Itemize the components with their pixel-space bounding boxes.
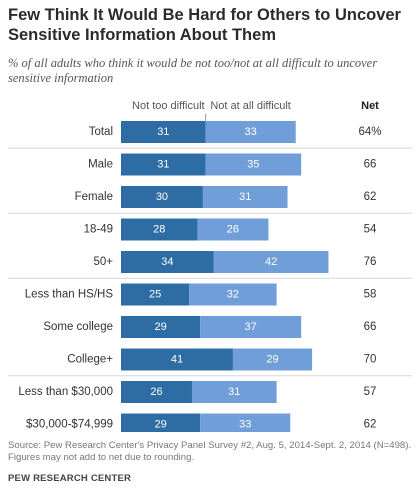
net-value: 57 [364,386,377,398]
bar-not-at-all-difficult [202,186,288,208]
net-value: 66 [364,159,377,171]
category-label: Some college [43,321,113,333]
credit: PEW RESEARCH CENTER [8,473,132,484]
stacked-bar-chart: Not too difficult Not at all difficult Net… [8,100,412,432]
bar-not-at-all-difficult [197,218,269,241]
bar-not-at-all-difficult [205,121,296,143]
data-label-not-at-all-difficult: 32 [227,289,239,301]
category-label: Less than HS/HS [25,289,114,301]
net-value: 62 [364,191,377,203]
category-label: $30,000-$74,999 [26,419,113,431]
bar-not-too-difficult [121,283,190,306]
data-label-not-at-all-difficult: 35 [247,159,259,171]
bar-not-at-all-difficult [200,413,291,432]
data-label-not-too-difficult: 41 [171,354,183,366]
data-label-not-too-difficult: 26 [150,386,162,398]
bar-not-too-difficult [121,348,233,371]
net-value: 62 [364,419,377,431]
data-label-not-too-difficult: 29 [154,321,166,333]
data-label-not-at-all-difficult: 29 [266,354,278,366]
net-value: 64% [358,126,381,138]
bar-not-at-all-difficult [191,381,277,403]
group-separators [8,147,412,377]
category-label: 18-49 [84,224,113,236]
legend-label-not-at-all-difficult: Not at all difficult [210,100,291,112]
bar-not-too-difficult [121,316,201,338]
legend-label-not-too-difficult: Not too difficult [132,100,205,112]
data-label-not-too-difficult: 29 [154,419,166,431]
data-label-not-too-difficult: 30 [156,191,168,203]
data-label-not-too-difficult: 34 [161,256,173,268]
bar-not-too-difficult [121,413,201,432]
category-label: 50+ [93,256,113,268]
bar-not-too-difficult [121,121,206,143]
data-label-not-at-all-difficult: 33 [239,419,251,431]
bar-not-at-all-difficult [200,316,302,338]
bar-not-at-all-difficult [189,283,277,306]
bar-not-too-difficult [121,218,198,241]
source-note: Source: Pew Research Center's Privacy Pa… [8,440,412,463]
net-header: Net [361,100,379,112]
category-label: Male [88,159,113,171]
chart-title: Few Think It Would Be Hard for Others to… [8,6,401,44]
data-label-not-too-difficult: 31 [157,159,169,171]
bars: Total 31 33 64% Male 31 35 66 Female 30 31 62 18-49 2… [18,121,382,432]
data-label-not-too-difficult: 28 [153,224,165,236]
chart-subtitle: % of all adults who think it would be no… [8,56,378,85]
category-label: Female [75,191,113,203]
category-label: Less than $30,000 [18,386,113,398]
bar-not-at-all-difficult [213,251,329,273]
net-value: 76 [364,256,377,268]
net-value: 54 [364,224,377,236]
category-label: Total [89,126,113,138]
data-label-not-at-all-difficult: 31 [228,386,240,398]
data-label-not-too-difficult: 31 [157,126,169,138]
data-label-not-too-difficult: 25 [149,289,161,301]
data-label-not-at-all-difficult: 42 [265,256,277,268]
bar-not-too-difficult [121,186,203,208]
data-label-not-at-all-difficult: 33 [245,126,257,138]
category-label: College+ [67,354,113,366]
net-value: 58 [364,289,377,301]
bar-not-too-difficult [121,153,206,176]
net-value: 70 [364,354,377,366]
data-label-not-at-all-difficult: 37 [245,321,257,333]
bar-not-at-all-difficult [205,153,302,176]
net-value: 66 [364,321,377,333]
legend: Not too difficult Not at all difficult Net [132,100,379,121]
bar-not-too-difficult [121,251,214,273]
bar-not-at-all-difficult [232,348,313,371]
data-label-not-at-all-difficult: 26 [227,224,239,236]
bar-not-too-difficult [121,381,192,403]
data-label-not-at-all-difficult: 31 [239,191,251,203]
